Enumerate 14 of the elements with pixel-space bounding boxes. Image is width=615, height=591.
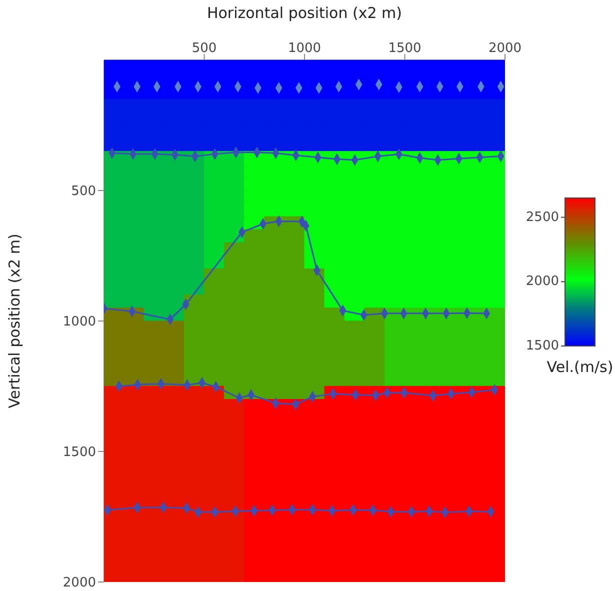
y-tick-label: 1000	[62, 314, 96, 330]
y-tick-label: 1500	[62, 445, 96, 460]
y-axis-title: Vertical position (x2 m)	[5, 234, 24, 408]
color-bar-label: 2500	[526, 210, 559, 225]
color-bar-title: Vel.(m/s)	[546, 358, 614, 376]
x-tick-label: 500	[192, 41, 217, 56]
x-tick-label: 1000	[288, 41, 322, 56]
x-tick-label: 1500	[388, 41, 422, 56]
x-tick-label: 2000	[488, 41, 522, 56]
y-tick-label: 2000	[62, 576, 96, 591]
x-axis-title: Horizontal position (x2 m)	[206, 4, 404, 22]
color-bar-label: 2000	[526, 274, 559, 290]
color-bar-label: 1500	[526, 338, 559, 354]
y-tick-label: 500	[71, 184, 96, 200]
